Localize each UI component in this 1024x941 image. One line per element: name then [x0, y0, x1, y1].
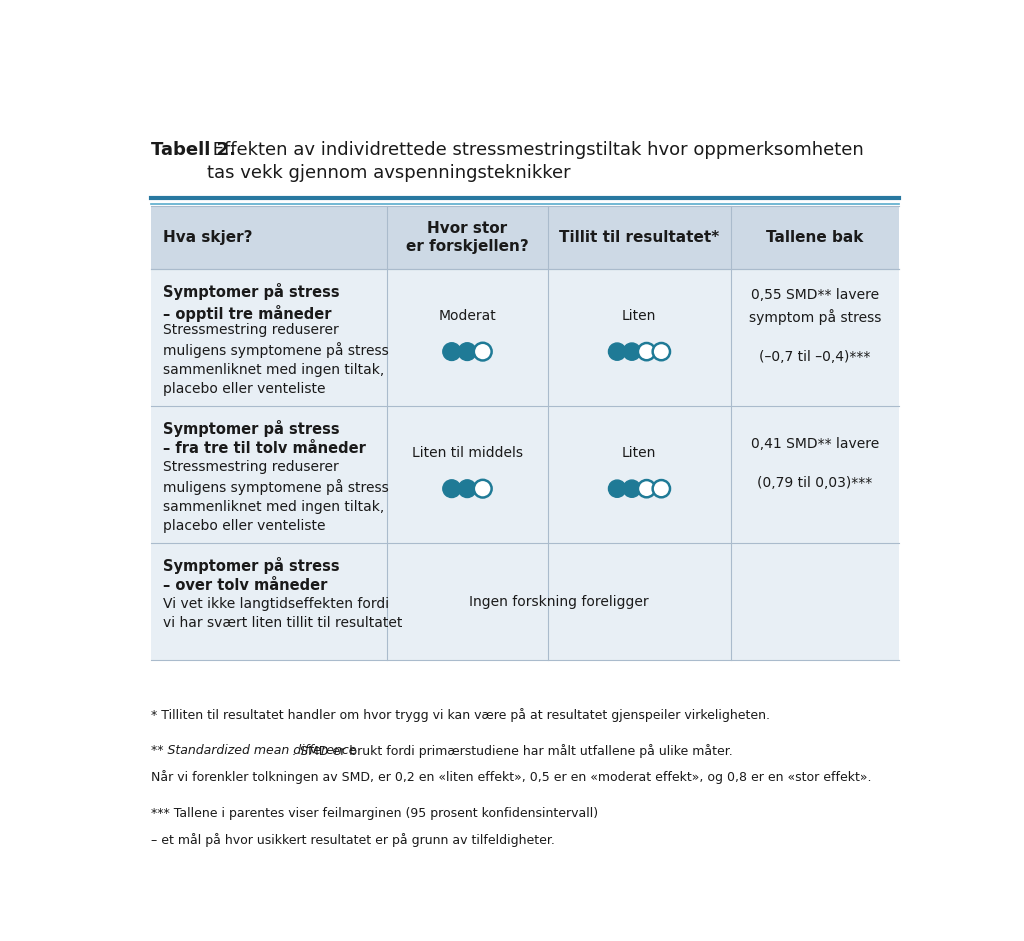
Circle shape	[459, 343, 476, 360]
Circle shape	[638, 343, 655, 360]
Text: 0,41 SMD** lavere

(0,79 til 0,03)***: 0,41 SMD** lavere (0,79 til 0,03)***	[751, 437, 880, 489]
Text: *** Tallene i parentes viser feilmarginen (95 prosent konfidensintervall): *** Tallene i parentes viser feilmargine…	[152, 807, 598, 821]
Text: Tillit til resultatet*: Tillit til resultatet*	[559, 231, 720, 246]
Text: Hvor stor
er forskjellen?: Hvor stor er forskjellen?	[406, 221, 528, 254]
Circle shape	[624, 343, 641, 360]
Text: Symptomer på stress
– over tolv måneder: Symptomer på stress – over tolv måneder	[163, 557, 340, 594]
Text: Liten til middels: Liten til middels	[412, 446, 522, 460]
Bar	[152, 269, 899, 407]
Text: Stressmestring reduserer
muligens symptomene på stress
sammenliknet med ingen ti: Stressmestring reduserer muligens sympto…	[163, 323, 389, 396]
Text: Vi vet ikke langtidseffekten fordi
vi har svært liten tillit til resultatet: Vi vet ikke langtidseffekten fordi vi ha…	[163, 597, 402, 630]
Text: * Tilliten til resultatet handler om hvor trygg vi kan være på at resultatet gje: * Tilliten til resultatet handler om hvo…	[152, 709, 770, 722]
Text: Når vi forenkler tolkningen av SMD, er 0,2 en «liten effekt», 0,5 er en «moderat: Når vi forenkler tolkningen av SMD, er 0…	[152, 770, 871, 784]
Text: Tabell 2.: Tabell 2.	[152, 140, 237, 159]
Text: – et mål på hvor usikkert resultatet er på grunn av tilfeldigheter.: – et mål på hvor usikkert resultatet er …	[152, 833, 555, 847]
Circle shape	[624, 480, 641, 497]
Circle shape	[608, 480, 626, 497]
Circle shape	[474, 480, 492, 498]
Circle shape	[442, 480, 461, 498]
Bar	[152, 407, 899, 543]
Text: ** Standardized mean difference: ** Standardized mean difference	[152, 744, 356, 758]
Circle shape	[652, 480, 670, 497]
Text: Hva skjer?: Hva skjer?	[163, 231, 252, 246]
Text: Liten: Liten	[622, 446, 656, 460]
Circle shape	[442, 343, 461, 360]
Text: Tallene bak: Tallene bak	[766, 231, 863, 246]
Circle shape	[459, 480, 476, 498]
Text: Ingen forskning foreligger: Ingen forskning foreligger	[469, 595, 648, 609]
Text: 0,55 SMD** lavere
symptom på stress

(–0,7 til –0,4)***: 0,55 SMD** lavere symptom på stress (–0,…	[749, 289, 882, 364]
Bar	[152, 206, 899, 269]
Text: Symptomer på stress
– fra tre til tolv måneder: Symptomer på stress – fra tre til tolv m…	[163, 420, 366, 456]
Text: Effekten av individrettede stressmestringstiltak hvor oppmerksomheten
tas vekk g: Effekten av individrettede stressmestrin…	[207, 140, 864, 182]
Circle shape	[652, 343, 670, 360]
Circle shape	[638, 480, 655, 497]
Text: Moderat: Moderat	[438, 310, 496, 323]
Circle shape	[608, 343, 626, 360]
Circle shape	[474, 343, 492, 360]
Bar	[152, 543, 899, 661]
Text: Symptomer på stress
– opptil tre måneder: Symptomer på stress – opptil tre måneder	[163, 283, 340, 322]
Text: Stressmestring reduserer
muligens symptomene på stress
sammenliknet med ingen ti: Stressmestring reduserer muligens sympto…	[163, 460, 389, 534]
Text: Liten: Liten	[622, 310, 656, 323]
Text: . SMD er brukt fordi primærstudiene har målt utfallene på ulike måter.: . SMD er brukt fordi primærstudiene har …	[292, 744, 732, 758]
